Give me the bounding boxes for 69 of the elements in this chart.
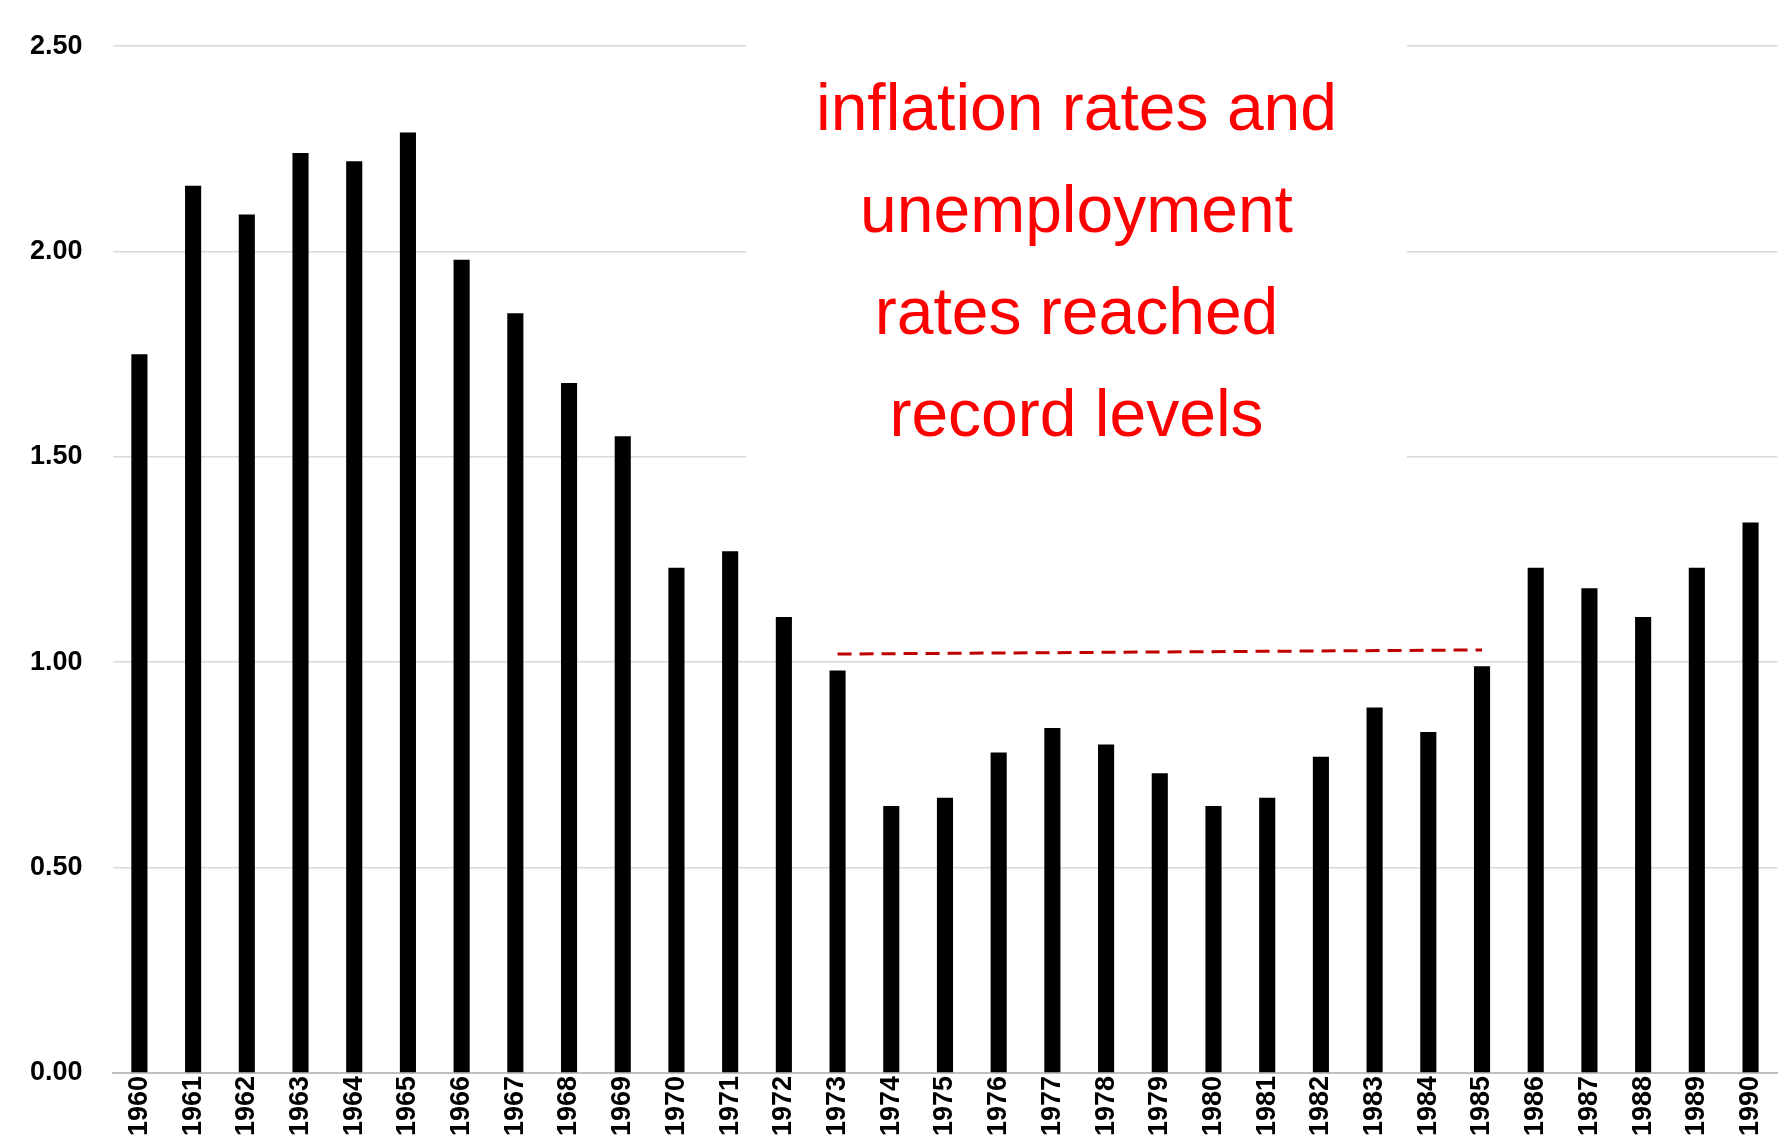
x-tick-label: 1984 (1411, 1075, 1442, 1137)
bar (722, 551, 739, 1073)
bar (560, 382, 578, 1073)
x-tick-label: 1986 (1519, 1075, 1550, 1137)
x-tick-label: 1964 (337, 1075, 368, 1137)
bar (1527, 567, 1544, 1073)
x-tick-label: 1988 (1626, 1075, 1657, 1137)
bar (507, 313, 524, 1073)
bar (131, 354, 148, 1073)
bar (292, 152, 309, 1073)
bar (1473, 666, 1491, 1073)
x-tick-label: 1979 (1143, 1075, 1174, 1137)
y-tick-label: 1.00 (29, 645, 83, 676)
x-tick-label: 1976 (982, 1075, 1013, 1137)
bar (614, 436, 631, 1073)
y-tick-label: 0.00 (29, 1056, 83, 1087)
x-tick-label: 1972 (767, 1075, 798, 1137)
bar (1151, 773, 1168, 1073)
bar (1098, 744, 1115, 1073)
bar (829, 670, 846, 1073)
x-tick-label: 1974 (874, 1075, 905, 1137)
x-tick-label: 1960 (122, 1075, 153, 1137)
x-tick-label: 1966 (445, 1075, 476, 1137)
bar (990, 752, 1007, 1073)
bar (346, 161, 363, 1073)
x-tick-label: 1963 (283, 1075, 314, 1137)
x-tick-label: 1968 (552, 1075, 583, 1137)
y-tick-label: 0.50 (29, 851, 83, 882)
bar (1742, 522, 1759, 1073)
x-tick-label: 1978 (1089, 1075, 1120, 1137)
y-tick-label: 1.50 (29, 440, 83, 471)
bar (238, 214, 255, 1073)
bar (668, 567, 685, 1073)
y-tick-label: 2.50 (29, 29, 83, 60)
bar (1312, 756, 1329, 1073)
bar (1420, 732, 1437, 1073)
bar (1044, 727, 1061, 1073)
x-tick-label: 1990 (1733, 1075, 1764, 1137)
x-tick-label: 1962 (230, 1075, 261, 1137)
bar (1688, 567, 1705, 1073)
x-tick-label: 1969 (606, 1075, 637, 1137)
bar (185, 185, 202, 1073)
x-tick-label: 1981 (1250, 1075, 1281, 1137)
bar (883, 805, 900, 1073)
bar (1366, 707, 1383, 1073)
x-tick-label: 1961 (176, 1075, 207, 1137)
x-tick-label: 1983 (1358, 1075, 1389, 1137)
x-tick-label: 1985 (1465, 1075, 1496, 1137)
bar (453, 259, 470, 1073)
x-tick-label: 1965 (391, 1075, 422, 1137)
bar (1581, 588, 1598, 1073)
x-tick-label: 1989 (1680, 1075, 1711, 1137)
bar (775, 617, 792, 1073)
bar (1635, 617, 1652, 1073)
x-tick-label: 1980 (1196, 1075, 1227, 1137)
bar (1259, 797, 1276, 1073)
x-tick-label: 1982 (1304, 1075, 1335, 1137)
x-tick-label: 1967 (498, 1075, 529, 1137)
annotation: inflation rates and unemployment rates reached record levels (815, 70, 1338, 451)
y-tick-label: 2.00 (29, 235, 83, 265)
x-tick-label: 1977 (1035, 1075, 1066, 1137)
x-tick-label: 1970 (659, 1075, 690, 1137)
x-tick-label: 1975 (928, 1075, 959, 1137)
x-tick-label: 1987 (1572, 1075, 1603, 1137)
x-tick-label: 1973 (821, 1075, 852, 1137)
bar (936, 797, 954, 1073)
x-tick-label: 1971 (713, 1075, 744, 1137)
bar (1205, 805, 1222, 1073)
bar (399, 132, 416, 1073)
